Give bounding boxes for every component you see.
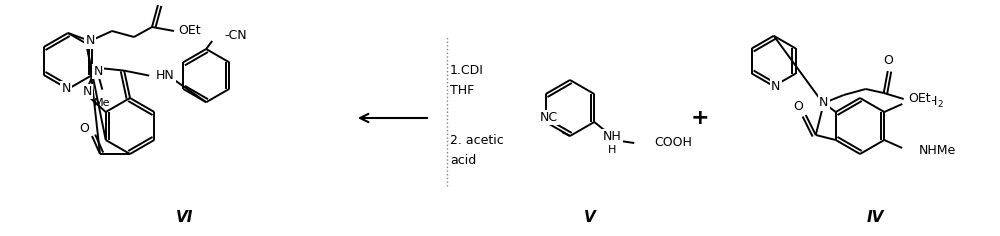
Text: NC: NC bbox=[540, 111, 558, 124]
Text: N: N bbox=[94, 65, 103, 78]
Text: N: N bbox=[82, 85, 92, 98]
Text: NH$_2$: NH$_2$ bbox=[919, 94, 944, 110]
Text: OEt: OEt bbox=[908, 93, 930, 105]
Text: acid: acid bbox=[450, 155, 476, 168]
Text: THF: THF bbox=[450, 84, 474, 97]
Text: O: O bbox=[793, 101, 803, 114]
Text: O: O bbox=[155, 0, 165, 1]
Text: 2. acetic: 2. acetic bbox=[450, 135, 504, 148]
Text: -CN: -CN bbox=[224, 29, 247, 42]
Text: N: N bbox=[85, 34, 95, 47]
Text: IV: IV bbox=[866, 211, 884, 226]
Text: H: H bbox=[608, 145, 616, 155]
Text: COOH: COOH bbox=[654, 136, 692, 149]
Text: NH: NH bbox=[603, 131, 622, 143]
Text: NHMe: NHMe bbox=[919, 143, 956, 156]
Text: V: V bbox=[584, 211, 596, 226]
Text: HN: HN bbox=[156, 69, 175, 82]
Text: Me: Me bbox=[94, 98, 111, 108]
Text: N: N bbox=[771, 80, 780, 93]
Text: VI: VI bbox=[176, 211, 194, 226]
Text: O: O bbox=[883, 55, 893, 67]
Text: O: O bbox=[79, 122, 89, 135]
Text: +: + bbox=[691, 108, 709, 128]
Text: N: N bbox=[819, 97, 828, 110]
Text: OEt: OEt bbox=[178, 25, 201, 38]
Text: 1.CDI: 1.CDI bbox=[450, 64, 484, 77]
Text: N: N bbox=[61, 83, 71, 96]
